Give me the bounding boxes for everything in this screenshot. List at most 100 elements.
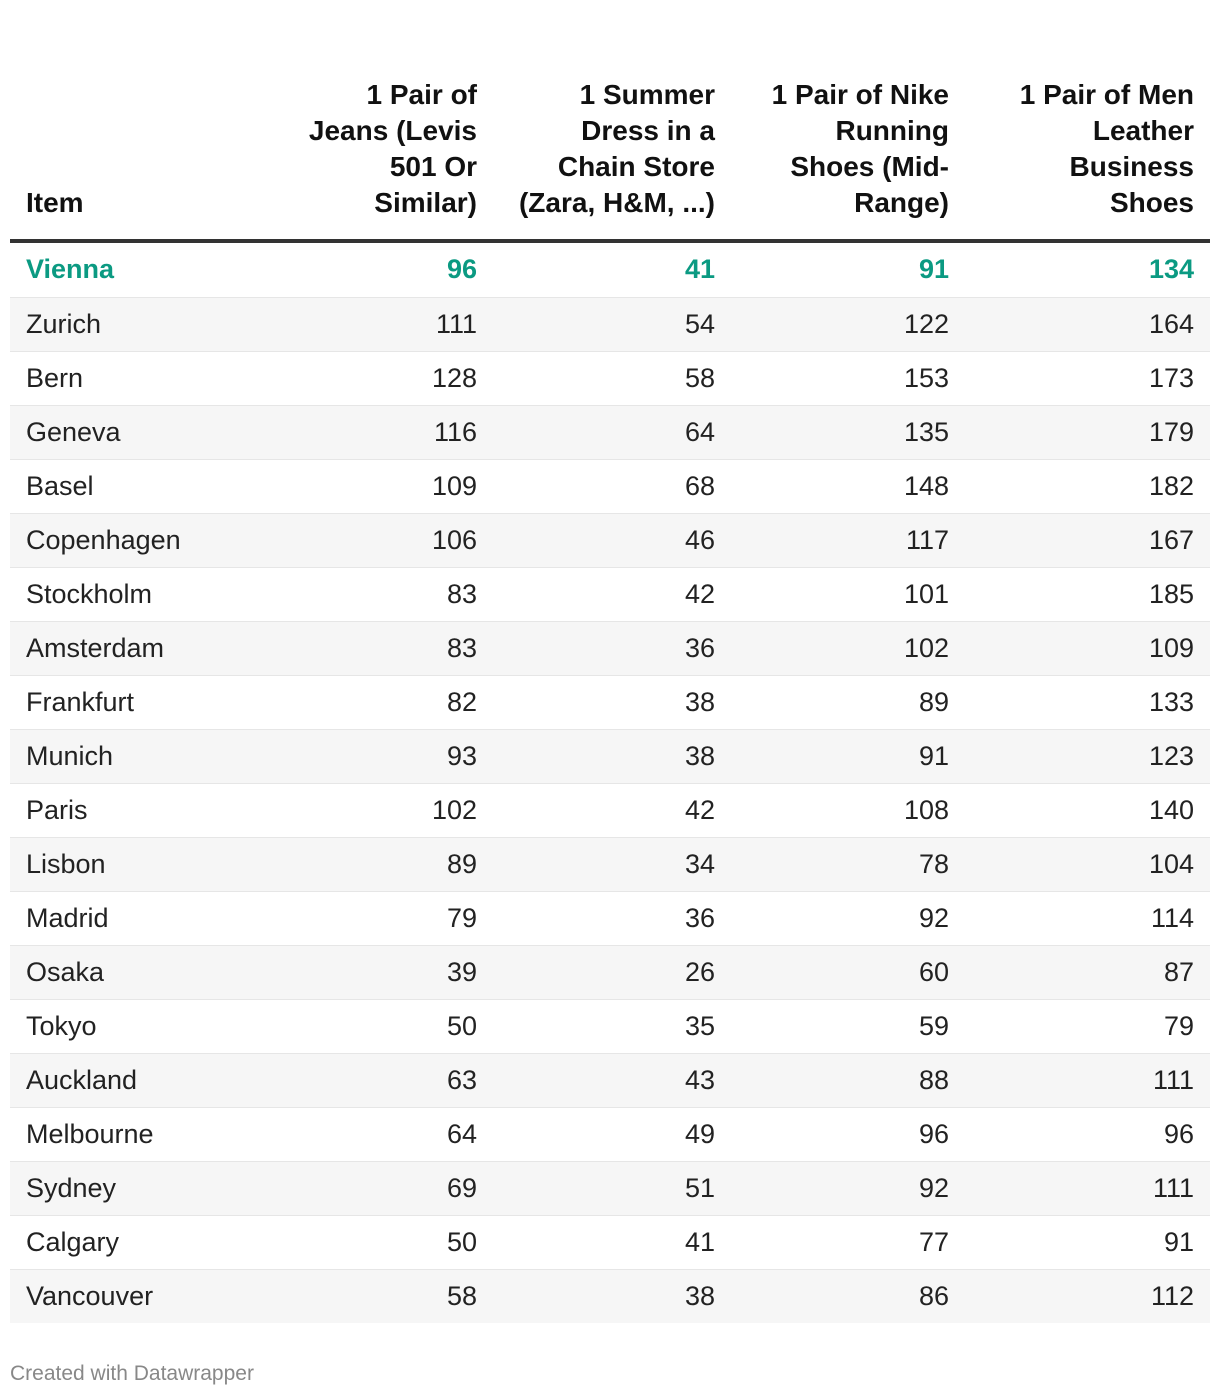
table-header: Item 1 Pair of Jeans (Levis 501 Or Simil… — [10, 0, 1210, 243]
cell-value: 41 — [493, 1215, 731, 1270]
table-row: Copenhagen 106 46 117 167 — [10, 513, 1210, 568]
table-row: Paris 102 42 108 140 — [10, 783, 1210, 838]
cell-value: 39 — [280, 945, 493, 1000]
cell-value: 134 — [965, 241, 1210, 298]
table-row: Vancouver 58 38 86 112 — [10, 1269, 1210, 1323]
cell-value: 153 — [731, 351, 965, 406]
cell-value: 63 — [280, 1053, 493, 1108]
cell-value: 26 — [493, 945, 731, 1000]
cell-value: 185 — [965, 567, 1210, 622]
table-row: Madrid 79 36 92 114 — [10, 891, 1210, 946]
cell-value: 135 — [731, 405, 965, 460]
cell-value: 38 — [493, 729, 731, 784]
cell-value: 89 — [731, 675, 965, 730]
row-label: Geneva — [10, 405, 280, 460]
table-row: Sydney 69 51 92 111 — [10, 1161, 1210, 1216]
cell-value: 114 — [965, 891, 1210, 946]
table-row: Bern 128 58 153 173 — [10, 351, 1210, 406]
column-header-jeans: 1 Pair of Jeans (Levis 501 Or Similar) — [280, 0, 493, 243]
row-label: Frankfurt — [10, 675, 280, 730]
cell-value: 164 — [965, 297, 1210, 352]
cell-value: 123 — [965, 729, 1210, 784]
header-row: Item 1 Pair of Jeans (Levis 501 Or Simil… — [10, 0, 1210, 243]
cell-value: 41 — [493, 241, 731, 298]
row-label: Melbourne — [10, 1107, 280, 1162]
data-table-container: Item 1 Pair of Jeans (Levis 501 Or Simil… — [10, 0, 1210, 1323]
cell-value: 38 — [493, 675, 731, 730]
cell-value: 148 — [731, 459, 965, 514]
row-label: Vienna — [10, 241, 280, 298]
cell-value: 109 — [280, 459, 493, 514]
cell-value: 77 — [731, 1215, 965, 1270]
cell-value: 91 — [731, 729, 965, 784]
cell-value: 59 — [731, 999, 965, 1054]
cell-value: 43 — [493, 1053, 731, 1108]
table-row: Stockholm 83 42 101 185 — [10, 567, 1210, 622]
cell-value: 167 — [965, 513, 1210, 568]
footer-credit: Created with Datawrapper — [10, 1362, 254, 1385]
price-table: Item 1 Pair of Jeans (Levis 501 Or Simil… — [10, 0, 1210, 1323]
cell-value: 51 — [493, 1161, 731, 1216]
row-label: Paris — [10, 783, 280, 838]
cell-value: 64 — [493, 405, 731, 460]
cell-value: 58 — [493, 351, 731, 406]
cell-value: 69 — [280, 1161, 493, 1216]
row-label: Auckland — [10, 1053, 280, 1108]
cell-value: 117 — [731, 513, 965, 568]
cell-value: 79 — [965, 999, 1210, 1054]
table-row: Melbourne 64 49 96 96 — [10, 1107, 1210, 1162]
table-row: Munich 93 38 91 123 — [10, 729, 1210, 784]
cell-value: 87 — [965, 945, 1210, 1000]
cell-value: 36 — [493, 621, 731, 676]
cell-value: 54 — [493, 297, 731, 352]
cell-value: 60 — [731, 945, 965, 1000]
column-header-item: Item — [10, 0, 280, 243]
row-label: Calgary — [10, 1215, 280, 1270]
cell-value: 38 — [493, 1269, 731, 1323]
cell-value: 111 — [965, 1161, 1210, 1216]
table-row: Osaka 39 26 60 87 — [10, 945, 1210, 1000]
cell-value: 128 — [280, 351, 493, 406]
cell-value: 49 — [493, 1107, 731, 1162]
cell-value: 46 — [493, 513, 731, 568]
cell-value: 92 — [731, 891, 965, 946]
cell-value: 96 — [731, 1107, 965, 1162]
table-row: Frankfurt 82 38 89 133 — [10, 675, 1210, 730]
table-row: Geneva 116 64 135 179 — [10, 405, 1210, 460]
cell-value: 34 — [493, 837, 731, 892]
cell-value: 64 — [280, 1107, 493, 1162]
cell-value: 93 — [280, 729, 493, 784]
cell-value: 102 — [280, 783, 493, 838]
cell-value: 111 — [965, 1053, 1210, 1108]
cell-value: 92 — [731, 1161, 965, 1216]
cell-value: 96 — [965, 1107, 1210, 1162]
cell-value: 36 — [493, 891, 731, 946]
row-label: Vancouver — [10, 1269, 280, 1323]
row-label: Bern — [10, 351, 280, 406]
cell-value: 116 — [280, 405, 493, 460]
cell-value: 86 — [731, 1269, 965, 1323]
cell-value: 104 — [965, 837, 1210, 892]
cell-value: 88 — [731, 1053, 965, 1108]
cell-value: 179 — [965, 405, 1210, 460]
row-label: Madrid — [10, 891, 280, 946]
cell-value: 112 — [965, 1269, 1210, 1323]
table-row: Auckland 63 43 88 111 — [10, 1053, 1210, 1108]
column-header-summer-dress: 1 Summer Dress in a Chain Store (Zara, H… — [493, 0, 731, 243]
column-header-business-shoes: 1 Pair of Men Leather Business Shoes — [965, 0, 1210, 243]
row-label: Osaka — [10, 945, 280, 1000]
cell-value: 50 — [280, 999, 493, 1054]
cell-value: 68 — [493, 459, 731, 514]
cell-value: 102 — [731, 621, 965, 676]
table-row: Vienna 96 41 91 134 — [10, 241, 1210, 298]
cell-value: 109 — [965, 621, 1210, 676]
cell-value: 182 — [965, 459, 1210, 514]
table-body: Vienna 96 41 91 134 Zurich 111 54 122 164 Bern 128 5… — [10, 241, 1210, 1323]
cell-value: 50 — [280, 1215, 493, 1270]
row-label: Munich — [10, 729, 280, 784]
row-label: Copenhagen — [10, 513, 280, 568]
row-label: Lisbon — [10, 837, 280, 892]
cell-value: 42 — [493, 567, 731, 622]
table-row: Calgary 50 41 77 91 — [10, 1215, 1210, 1270]
cell-value: 58 — [280, 1269, 493, 1323]
